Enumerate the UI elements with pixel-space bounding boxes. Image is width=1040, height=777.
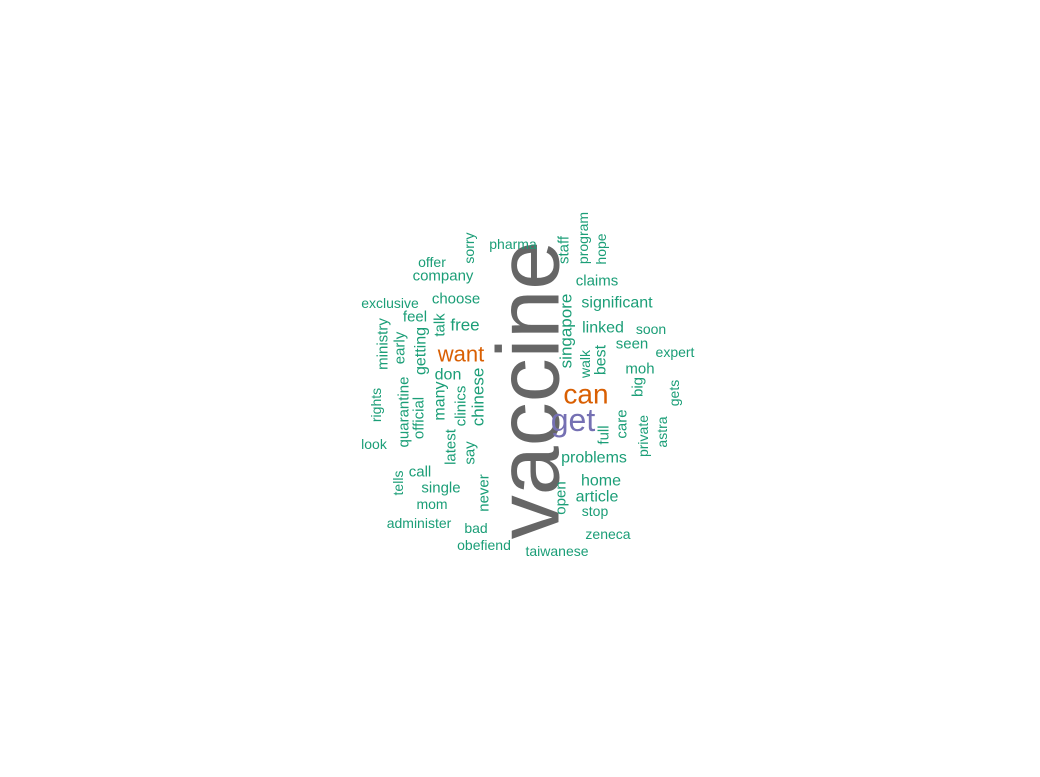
word-open: open — [553, 481, 570, 514]
word-expert: expert — [656, 344, 695, 360]
word-hope: hope — [593, 233, 609, 264]
word-big: big — [630, 377, 647, 397]
word-bad: bad — [464, 520, 487, 536]
word-full: full — [596, 425, 613, 444]
word-linked: linked — [582, 320, 624, 337]
word-early: early — [392, 331, 409, 364]
word-mom: mom — [416, 496, 447, 512]
word-soon: soon — [636, 321, 666, 337]
word-seen: seen — [616, 336, 649, 353]
word-want: want — [437, 342, 484, 367]
word-rights: rights — [368, 388, 384, 422]
word-quarantine: quarantine — [396, 377, 413, 448]
word-sorry: sorry — [461, 232, 477, 263]
word-choose: choose — [432, 291, 480, 308]
word-gets: gets — [666, 380, 682, 406]
word-significant: significant — [581, 295, 653, 312]
word-feel: feel — [403, 309, 427, 326]
word-private: private — [635, 415, 651, 457]
word-problems: problems — [561, 450, 627, 467]
word-never: never — [476, 474, 493, 512]
word-say: say — [462, 441, 479, 465]
word-article: article — [576, 489, 619, 506]
word-best: best — [593, 344, 610, 375]
word-administer: administer — [387, 515, 452, 531]
word-stop: stop — [582, 503, 609, 519]
word-ministry: ministry — [375, 318, 392, 370]
word-zeneca: zeneca — [585, 526, 630, 542]
word-chinese: chinese — [469, 368, 488, 427]
word-program: program — [575, 212, 591, 264]
word-claims: claims — [576, 273, 619, 290]
word-get: get — [551, 402, 596, 438]
word-moh: moh — [625, 361, 654, 378]
word-tells: tells — [390, 471, 406, 496]
word-official: official — [411, 397, 428, 439]
word-free: free — [450, 316, 479, 335]
word-astra: astra — [654, 416, 670, 447]
word-getting: getting — [413, 327, 430, 375]
word-don: don — [435, 367, 462, 384]
word-single: single — [421, 480, 460, 497]
word-can: can — [563, 379, 608, 410]
word-look: look — [361, 436, 388, 452]
word-vaccine: vaccine — [479, 241, 578, 539]
word-walk: walk — [577, 349, 593, 379]
word-offer: offer — [418, 254, 446, 270]
word-taiwanese: taiwanese — [525, 543, 588, 559]
word-company: company — [413, 268, 474, 285]
word-latest: latest — [443, 428, 460, 465]
word-pharma: pharma — [489, 236, 537, 252]
word-staff: staff — [556, 235, 573, 264]
word-care: care — [614, 409, 631, 438]
word-exclusive: exclusive — [361, 295, 419, 311]
word-obefiend: obefiend — [457, 537, 511, 553]
word-many: many — [432, 381, 449, 420]
word-clinics: clinics — [453, 386, 470, 427]
word-home: home — [581, 473, 621, 490]
word-singapore: singapore — [557, 294, 576, 369]
word-call: call — [409, 464, 432, 481]
word-talk: talk — [432, 313, 449, 337]
